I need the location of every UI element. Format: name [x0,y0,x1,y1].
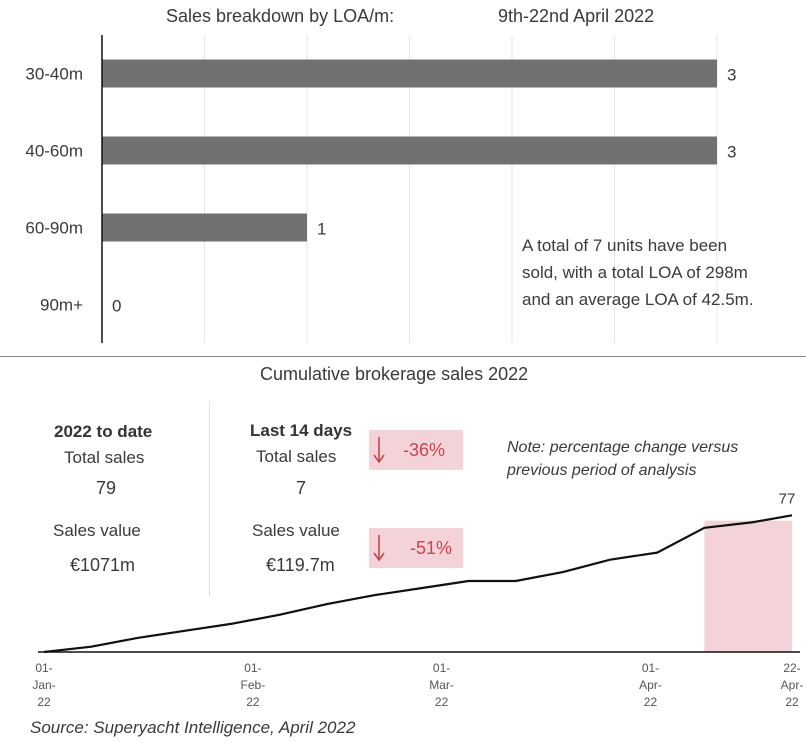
bar-chart-period: 9th-22nd April 2022 [498,6,655,26]
source-note: Source: Superyacht Intelligence, April 2… [30,718,356,737]
bar-value-label-60-90m: 1 [317,220,326,239]
x-tick-label-part: 01- [642,661,659,675]
x-tick-label-4: 22- Apr- 22 [781,661,804,709]
note-line-2: previous period of analysis [507,462,697,479]
bar-note-line-3: and an average LOA of 42.5m. [522,290,754,309]
x-tick-label-part: 01- [244,661,261,675]
bar-note-line-2: sold, with a total LOA of 298m [522,263,748,282]
change-value-badge: -51% [369,528,463,568]
bar-category-label-30-40m: 30-40m [25,65,83,84]
x-tick-label-part: 01- [433,661,450,675]
x-tick-label-1: 01- Feb- 22 [241,661,266,709]
bar-category-label-40-60m: 40-60m [25,142,83,161]
bar-chart: 30-40m 3 40-60m 3 60-90m 1 90m+ 0 [25,35,736,343]
last14-heading: Last 14 days [250,421,353,440]
bar-value-label-30-40m: 3 [727,66,736,85]
bar-60-90m [102,213,307,242]
ytd-heading: 2022 to date [54,422,153,441]
ytd-total-value: 79 [96,478,117,498]
note-line-1: Note: percentage change versus [507,439,739,456]
ytd-value: €1071m [70,555,136,575]
last14-value-label: Sales value [252,521,340,540]
bar-category-label-60-90m: 60-90m [25,219,83,238]
bar-note-line-1: A total of 7 units have been [522,236,728,255]
bar-40-60m [102,136,717,165]
cumulative-sales-line [43,514,793,654]
line-chart: 7701-Jan-2201-Feb-2201-Mar-2201-Apr-2222… [32,490,804,709]
x-tick-label-part: Apr- [781,678,804,692]
ytd-value-label: Sales value [53,521,141,540]
x-tick-label-part: 22 [435,695,449,709]
x-tick-label-part: Feb- [241,678,266,692]
change-units-value: -36% [403,440,446,460]
x-tick-label-part: 01- [35,661,52,675]
bar-chart-title: Sales breakdown by LOA/m: [166,6,395,26]
line-end-label: 77 [779,490,796,507]
x-tick-label-part: 22 [37,695,51,709]
ytd-total-label: Total sales [64,448,145,467]
x-tick-label-3: 01- Apr- 22 [639,661,662,709]
x-tick-label-part: Mar- [429,678,454,692]
last-14-days-highlight [704,520,792,652]
down-arrow-icon [373,437,385,464]
last14-total-value: 7 [296,478,307,498]
x-tick-label-part: 22- [783,661,800,675]
x-tick-label-2: 01- Mar- 22 [429,661,454,709]
last14-value: €119.7m [266,555,335,575]
change-value-value: -51% [410,538,453,558]
section-divider [0,356,806,357]
down-arrow-icon [373,535,385,562]
cumulative-title: Cumulative brokerage sales 2022 [260,364,529,384]
bar-value-label-40-60m: 3 [727,143,736,162]
x-tick-label-part: 22 [644,695,658,709]
x-tick-label-part: Apr- [639,678,662,692]
bar-30-40m [102,59,717,88]
x-tick-label-part: 22 [785,695,799,709]
bar-category-label-90m+: 90m+ [40,296,83,315]
bar-value-label-90m+: 0 [112,297,121,316]
x-tick-label-0: 01- Jan- 22 [32,661,55,709]
x-tick-label-part: 22 [246,695,260,709]
x-tick-label-part: Jan- [32,678,55,692]
last14-total-label: Total sales [256,447,337,466]
change-units-badge: -36% [369,430,463,470]
stats-divider [209,402,210,597]
